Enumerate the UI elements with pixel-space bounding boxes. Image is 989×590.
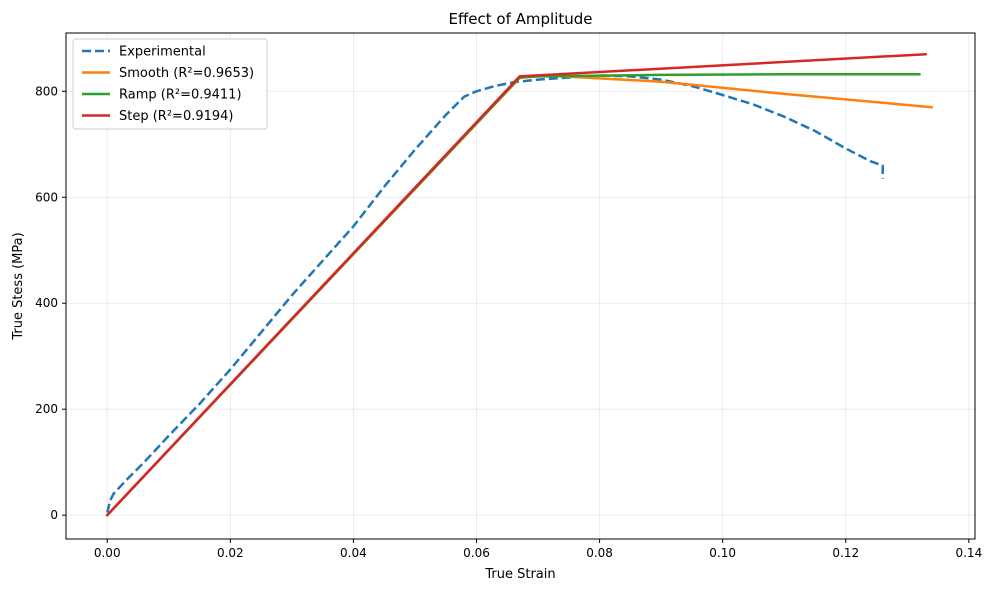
- x-axis-label: True Strain: [484, 567, 555, 582]
- legend-label: Step (R²=0.9194): [119, 109, 234, 124]
- grid-layer: [66, 33, 975, 539]
- legend: Experimental Smooth (R²=0.9653) Ramp (R²=0…: [72, 38, 268, 130]
- legend-frame: [72, 38, 268, 130]
- x-tick-label: 0.12: [832, 546, 859, 560]
- y-tick-label: 400: [35, 296, 58, 310]
- y-tick-label: 0: [50, 508, 58, 522]
- x-tick-label: 0.14: [955, 546, 982, 560]
- chart-title: Effect of Amplitude: [448, 10, 592, 28]
- y-tick-label: 200: [35, 402, 58, 416]
- series-layer: [105, 52, 934, 517]
- x-tick-label: 0.04: [340, 546, 367, 560]
- x-tick-label: 0.02: [217, 546, 244, 560]
- x-tick-label: 0.00: [94, 546, 121, 560]
- y-tick-label: 800: [35, 84, 58, 98]
- series-line-experimental: [105, 74, 884, 513]
- x-tick-label: 0.10: [709, 546, 736, 560]
- legend-label: Experimental: [119, 45, 206, 60]
- y-tick-label: 600: [35, 190, 58, 204]
- legend-label: Ramp (R²=0.9411): [119, 88, 242, 103]
- x-tick-label: 0.06: [463, 546, 490, 560]
- series-line-step: [105, 52, 928, 517]
- tick-layer: 0.00 0.02 0.04 0.06 0.08 0.10 0.12 0.14 0 200 400 6…: [35, 84, 982, 560]
- legend-label: Smooth (R²=0.9653): [119, 66, 254, 81]
- x-tick-label: 0.08: [586, 546, 613, 560]
- plot-frame: [65, 32, 976, 540]
- y-axis-label: True Stess (MPa): [11, 232, 26, 340]
